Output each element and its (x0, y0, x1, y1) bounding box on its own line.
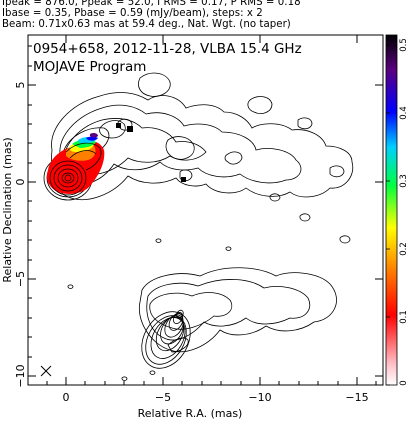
x-tick-label: −15 (345, 391, 368, 404)
x-axis-label: Relative R.A. (mas) (138, 407, 243, 420)
colorbar-ticks (386, 44, 390, 386)
colorbar (385, 34, 398, 386)
colorbar-tick-label: 0.5 (399, 38, 409, 52)
colorbar-tick-label: 0.1 (399, 310, 409, 324)
polarization-blob (181, 177, 186, 182)
y-axis-label: Relative Declination (mas) (1, 137, 14, 282)
polarization-blob (127, 126, 133, 132)
colorbar-tick-label: 0.4 (399, 106, 409, 120)
y-axis-ticks (28, 45, 383, 377)
y-tick-label: −5 (14, 271, 27, 287)
x-axis-ticks (46, 35, 377, 385)
x-tick-label: 0 (63, 391, 70, 404)
x-tick-label: −10 (248, 391, 271, 404)
contour-map (43, 72, 354, 381)
polarization-color-overlay (46, 132, 105, 194)
beam-cross-icon (40, 365, 52, 377)
plot-frame (27, 34, 384, 386)
header-base-line: Ibase = 0.35, Pbase = 0.59 (mJy/beam), s… (2, 8, 263, 19)
x-tick-label: −5 (155, 391, 171, 404)
plot-subtitle: MOJAVE Program (33, 59, 146, 75)
colorbar-tick-label: 0.2 (399, 242, 409, 256)
polarization-blob (116, 123, 121, 128)
colorbar-tick-label: 0.3 (399, 174, 409, 188)
header-beam-line: Beam: 0.71x0.63 mas at 59.4 deg., Nat. W… (2, 19, 291, 30)
header-stats-line: Ipeak = 876.0, Ppeak = 52.0, I RMS = 0.1… (2, 0, 301, 8)
y-tick-label: 5 (14, 82, 27, 89)
y-tick-label: −10 (14, 364, 27, 387)
core-contours-overlay (49, 142, 102, 196)
plot-title: 0954+658, 2012-11-28, VLBA 15.4 GHz (33, 41, 302, 57)
y-tick-label: 0 (14, 179, 27, 186)
colorbar-tick-label: 0 (399, 380, 409, 385)
